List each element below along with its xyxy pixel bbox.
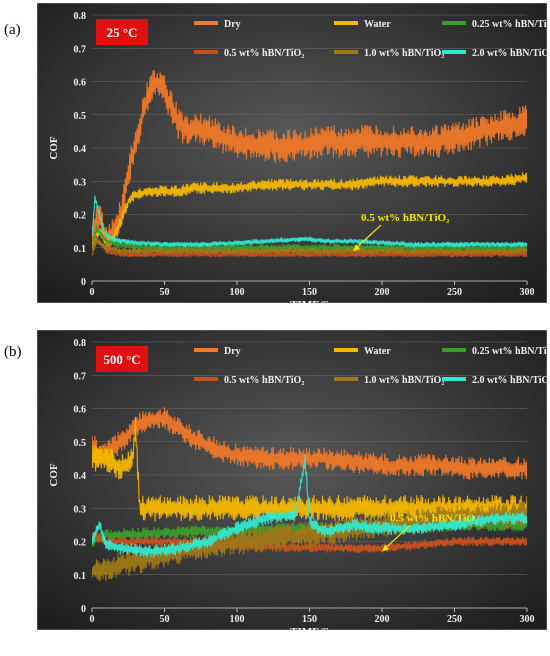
panel-label-b: (b) bbox=[4, 344, 22, 360]
temperature-badge-text: 500 °C bbox=[103, 352, 140, 367]
chart-svg: 0 0.1 0.2 0.3 0.4 0.5 0.6 0.7 0.8 0 50 100 150 200 250… bbox=[36, 2, 550, 311]
plot-area bbox=[92, 70, 527, 259]
y-tick-label: 0.6 bbox=[74, 405, 87, 416]
series-line-2-0-wt-hbn-tio bbox=[92, 454, 527, 558]
x-tick-label: 0 bbox=[90, 614, 95, 625]
y-tick-label: 0.4 bbox=[74, 144, 87, 155]
y-axis-label: COF bbox=[48, 463, 60, 487]
y-tick-label: 0.8 bbox=[74, 11, 87, 22]
x-tick-label: 100 bbox=[230, 614, 245, 625]
legend-label-0-25-wt-hbn-tio: 0.25 wt% hBN/TiO₂ bbox=[472, 346, 547, 357]
y-tick-label: 0.4 bbox=[74, 471, 87, 482]
y-tick-label: 0 bbox=[81, 604, 86, 615]
temperature-badge-text: 25 °C bbox=[107, 25, 138, 40]
y-tick-label: 0.3 bbox=[74, 504, 87, 515]
legend-label-water: Water bbox=[364, 346, 391, 357]
annotation-arrow-line bbox=[384, 525, 411, 549]
legend-label-0-5-wt-hbn-tio: 0.5 wt% hBN/TiO₂ bbox=[224, 375, 304, 386]
annotation-arrow-head bbox=[382, 544, 389, 552]
annotation-text: 0.5 wt% hBN/TiO₂ bbox=[361, 212, 450, 224]
series-line-1-0-wt-hbn-tio bbox=[92, 238, 527, 257]
y-axis-label: COF bbox=[48, 136, 60, 160]
y-tick-label: 0.2 bbox=[74, 538, 87, 549]
series-line-water bbox=[92, 417, 527, 522]
legend-label-2-0-wt-hbn-tio: 2.0 wt% hBN/TiO₂ bbox=[472, 375, 547, 386]
x-tick-label: 150 bbox=[302, 287, 317, 298]
x-tick-label: 250 bbox=[447, 287, 462, 298]
series-line-dry bbox=[92, 407, 527, 480]
legend-label-1-0-wt-hbn-tio: 1.0 wt% hBN/TiO₂ bbox=[364, 375, 444, 386]
chart-svg: 0 0.1 0.2 0.3 0.4 0.5 0.6 0.7 0.8 0 50 100 150 200 250… bbox=[36, 329, 550, 638]
x-tick-label: 150 bbox=[302, 614, 317, 625]
x-tick-label: 200 bbox=[375, 614, 390, 625]
y-tick-label: 0.1 bbox=[74, 571, 87, 582]
temperature-badge bbox=[96, 19, 148, 45]
x-tick-label: 50 bbox=[160, 287, 170, 298]
legend-label-2-0-wt-hbn-tio: 2.0 wt% hBN/TiO₂ bbox=[472, 48, 547, 59]
y-tick-label: 0.5 bbox=[74, 438, 87, 449]
panel-label-a: (a) bbox=[4, 22, 21, 38]
series-line-water bbox=[92, 172, 527, 249]
temperature-badge bbox=[96, 346, 148, 372]
x-tick-label: 0 bbox=[90, 287, 95, 298]
y-tick-label: 0.8 bbox=[74, 338, 87, 349]
x-tick-label: 100 bbox=[230, 287, 245, 298]
y-tick-label: 0.2 bbox=[74, 211, 87, 222]
y-tick-label: 0.7 bbox=[74, 44, 87, 55]
cof-chart-25c: 0 0.1 0.2 0.3 0.4 0.5 0.6 0.7 0.8 0 50 100 150 200 250… bbox=[36, 2, 550, 311]
y-tick-label: 0 bbox=[81, 277, 86, 288]
legend-label-dry: Dry bbox=[224, 19, 241, 30]
x-tick-label: 250 bbox=[447, 614, 462, 625]
plot-area bbox=[92, 407, 527, 582]
series-line-2-0-wt-hbn-tio bbox=[92, 195, 527, 249]
y-tick-label: 0.5 bbox=[74, 111, 87, 122]
series-line-dry bbox=[92, 70, 527, 253]
x-axis-label: TIME/S bbox=[290, 626, 329, 630]
annotation-text: 0.5 wt% hBN/TiO₂ bbox=[390, 512, 479, 524]
legend-label-water: Water bbox=[364, 19, 391, 30]
x-tick-label: 300 bbox=[520, 287, 535, 298]
x-tick-label: 300 bbox=[520, 614, 535, 625]
legend-label-0-25-wt-hbn-tio: 0.25 wt% hBN/TiO₂ bbox=[472, 19, 547, 30]
y-tick-label: 0.1 bbox=[74, 244, 87, 255]
legend-label-1-0-wt-hbn-tio: 1.0 wt% hBN/TiO₂ bbox=[364, 48, 444, 59]
legend-label-dry: Dry bbox=[224, 346, 241, 357]
x-tick-label: 50 bbox=[160, 614, 170, 625]
cof-chart-500c: 0 0.1 0.2 0.3 0.4 0.5 0.6 0.7 0.8 0 50 100 150 200 250… bbox=[36, 329, 550, 638]
y-tick-label: 0.6 bbox=[74, 78, 87, 89]
x-axis-label: TIME/S bbox=[290, 299, 329, 303]
x-tick-label: 200 bbox=[375, 287, 390, 298]
annotation-arrow-line bbox=[355, 224, 382, 249]
legend-label-0-5-wt-hbn-tio: 0.5 wt% hBN/TiO₂ bbox=[224, 48, 304, 59]
y-tick-label: 0.3 bbox=[74, 177, 87, 188]
series-line-0-5-wt-hbn-tio bbox=[92, 531, 527, 553]
annotation-arrow-head bbox=[353, 244, 360, 252]
y-tick-label: 0.7 bbox=[74, 371, 87, 382]
